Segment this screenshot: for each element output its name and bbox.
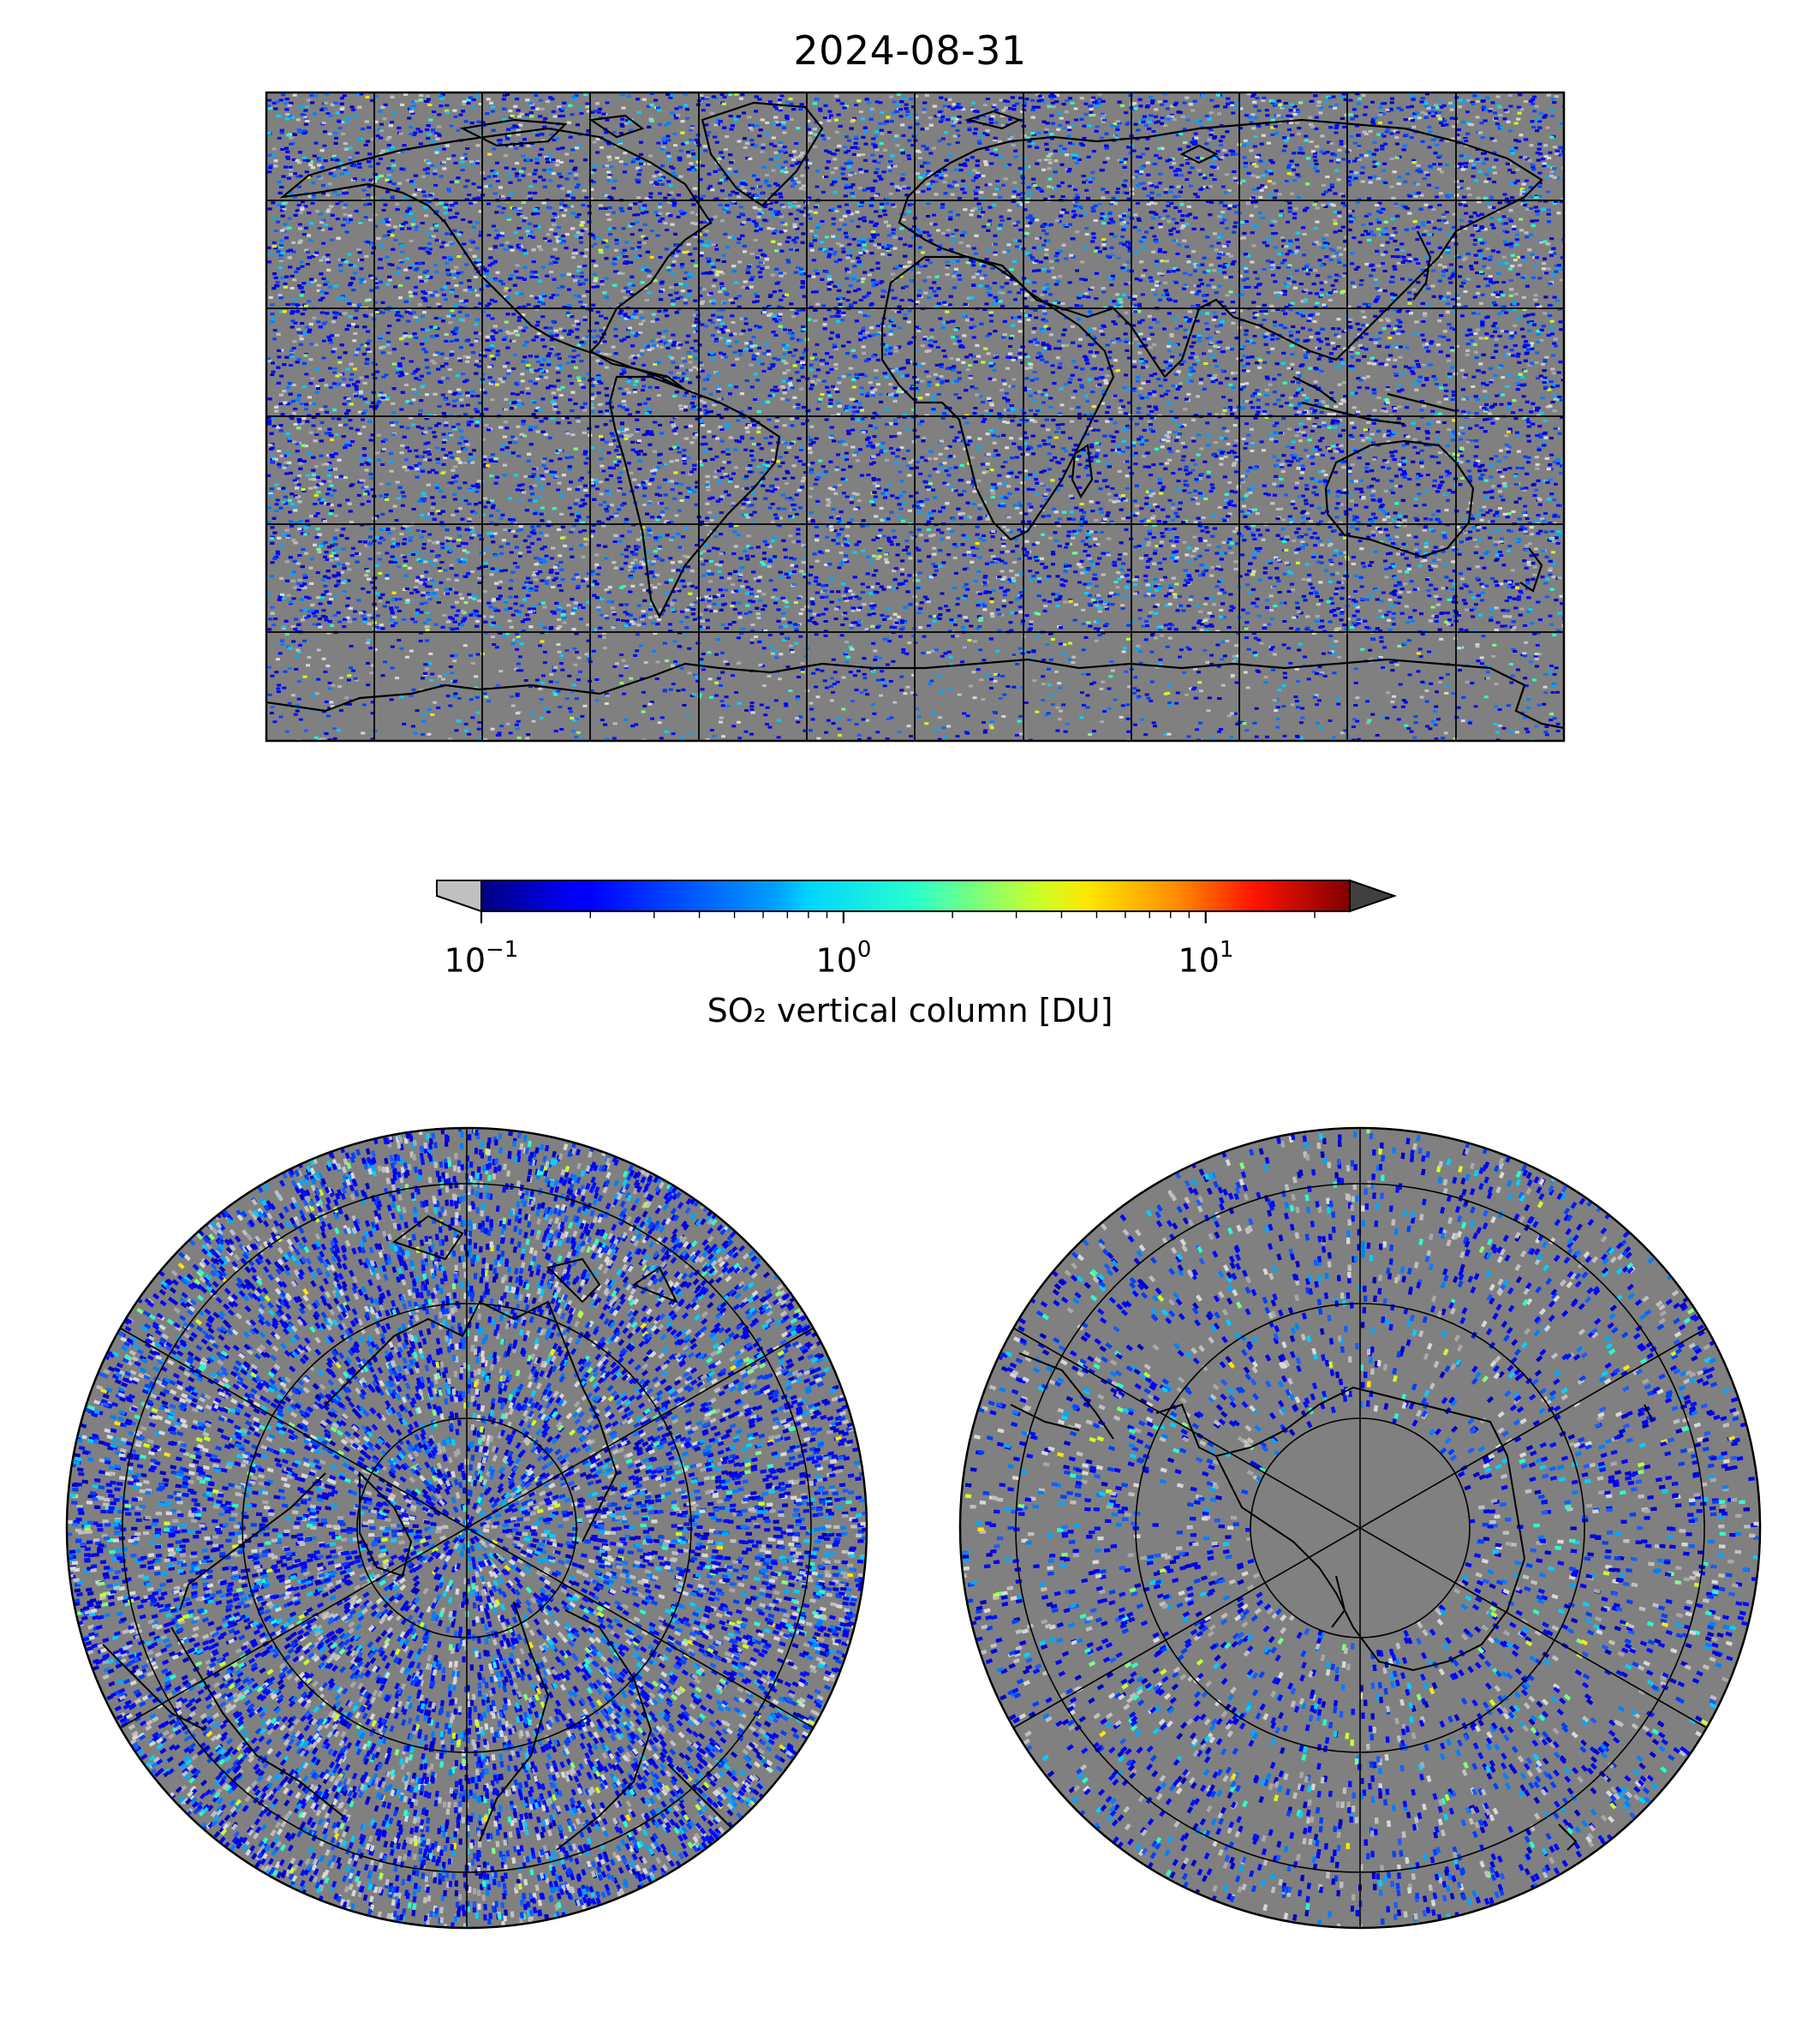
colorbar-tick-label: 10−1	[445, 940, 519, 980]
colorbar-under-extension	[437, 880, 481, 911]
colorbar-over-extension	[1350, 880, 1394, 911]
north-polar-map	[66, 1125, 868, 1930]
colorbar	[437, 880, 1394, 923]
colorbar-tick-label: 101	[1179, 940, 1234, 980]
south-polar-map	[960, 1127, 1760, 1930]
colorbar-label: SO₂ vertical column [DU]	[0, 992, 1820, 1029]
colorbar-gradient	[481, 880, 1350, 911]
colorbar-ticks	[481, 911, 1315, 923]
colorbar-tick-label: 100	[816, 940, 872, 980]
global-map	[266, 92, 1568, 743]
